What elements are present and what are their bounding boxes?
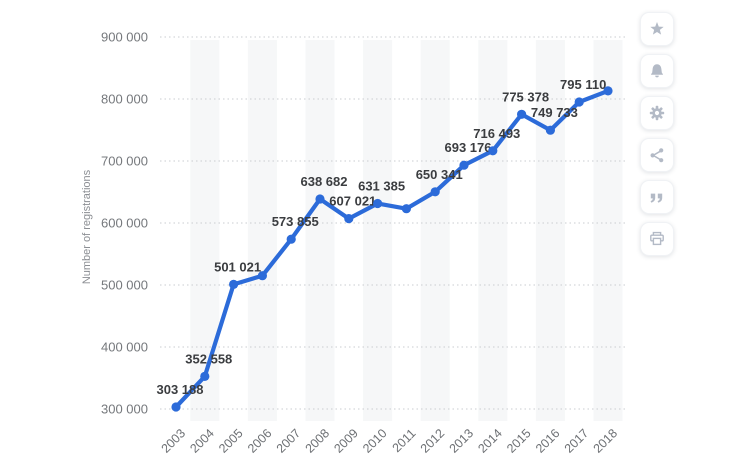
data-label-2005: 501 021 (214, 259, 261, 274)
x-tick-label-2006: 2006 (245, 426, 275, 456)
plot-stripe-2016 (535, 40, 565, 421)
share-icon (648, 146, 666, 164)
data-point-2013[interactable] (459, 160, 469, 170)
data-label-2014: 716 493 (473, 126, 520, 141)
y-tick-label: 400 000 (101, 340, 148, 355)
plot-stripe-2012 (420, 40, 450, 421)
data-point-2006[interactable] (257, 271, 267, 281)
data-label-2008: 638 682 (301, 174, 348, 189)
x-tick-label-2005: 2005 (216, 426, 246, 456)
y-tick-label: 800 000 (101, 92, 148, 107)
favorite-button[interactable] (640, 12, 674, 46)
data-label-2015: 775 378 (502, 89, 549, 104)
x-tick-label-2010: 2010 (360, 426, 390, 456)
x-tick-label-2014: 2014 (475, 426, 505, 456)
data-label-2010: 631 385 (358, 179, 405, 194)
plot-stripe-2010 (363, 40, 393, 421)
x-tick-label-2008: 2008 (303, 426, 333, 456)
bell-icon (648, 62, 666, 80)
chart-toolbar (640, 12, 674, 256)
y-tick-label: 300 000 (101, 402, 148, 417)
x-tick-label-2004: 2004 (187, 426, 217, 456)
data-point-2003[interactable] (171, 402, 181, 412)
data-point-2005[interactable] (229, 279, 239, 289)
data-point-2010[interactable] (373, 198, 383, 209)
x-tick-label-2013: 2013 (447, 426, 477, 456)
printer-icon (648, 230, 666, 248)
data-label-2003: 303 188 (157, 382, 204, 397)
registrations-line-chart: 300 000 400 000 500 000 600 000 700 000 800 0… (81, 30, 626, 456)
data-point-2011[interactable] (401, 204, 411, 214)
notifications-button[interactable] (640, 54, 674, 88)
data-point-2015[interactable] (517, 109, 527, 119)
data-point-2004[interactable] (200, 371, 210, 381)
x-tick-label-2011: 2011 (390, 426, 419, 455)
x-tick-label-2007: 2007 (274, 426, 304, 456)
y-tick-label: 500 000 (101, 278, 148, 293)
quote-icon (648, 188, 666, 206)
data-point-2009[interactable] (344, 214, 354, 224)
plot-stripe-2004 (190, 40, 220, 421)
x-tick-label-2012: 2012 (418, 426, 448, 456)
y-tick-label: 900 000 (101, 30, 148, 45)
data-label-2013: 693 176 (445, 140, 492, 155)
plot-stripe-2008 (305, 40, 335, 421)
star-icon (648, 20, 666, 38)
series-line (173, 88, 611, 410)
gear-icon (648, 104, 666, 122)
share-button[interactable] (640, 138, 674, 172)
data-point-2016[interactable] (545, 125, 556, 135)
data-point-2008[interactable] (315, 194, 325, 204)
data-label-2004: 352 558 (185, 351, 232, 366)
x-tick-label-2009: 2009 (331, 426, 361, 456)
data-point-2018[interactable] (603, 86, 613, 96)
x-tick-label-2003: 2003 (159, 426, 189, 456)
x-tick-label-2018: 2018 (591, 426, 621, 456)
data-label-2016: 749 733 (531, 105, 578, 120)
cite-button[interactable] (640, 180, 674, 214)
data-label-2017: 795 110 (560, 77, 606, 92)
data-label-2009: 607 021 (329, 194, 376, 209)
plot-stripe-2006 (247, 40, 277, 421)
data-point-2014[interactable] (488, 146, 498, 156)
data-point-2012[interactable] (430, 187, 440, 197)
y-tick-label: 700 000 (101, 154, 148, 169)
y-axis-title: Number of registrations (81, 169, 93, 284)
x-tick-label-2015: 2015 (504, 426, 534, 456)
data-point-2007[interactable] (286, 234, 296, 244)
plot-stripe-2018 (593, 40, 623, 421)
x-tick-label-2016: 2016 (533, 426, 563, 456)
print-button[interactable] (640, 222, 674, 256)
plot-stripe-2014 (478, 40, 508, 421)
y-tick-label: 600 000 (101, 216, 148, 231)
data-label-2012: 650 341 (416, 167, 463, 182)
settings-button[interactable] (640, 96, 674, 130)
data-point-2017[interactable] (574, 97, 584, 107)
data-label-2007: 573 855 (272, 214, 319, 229)
x-tick-label-2017: 2017 (562, 426, 592, 456)
